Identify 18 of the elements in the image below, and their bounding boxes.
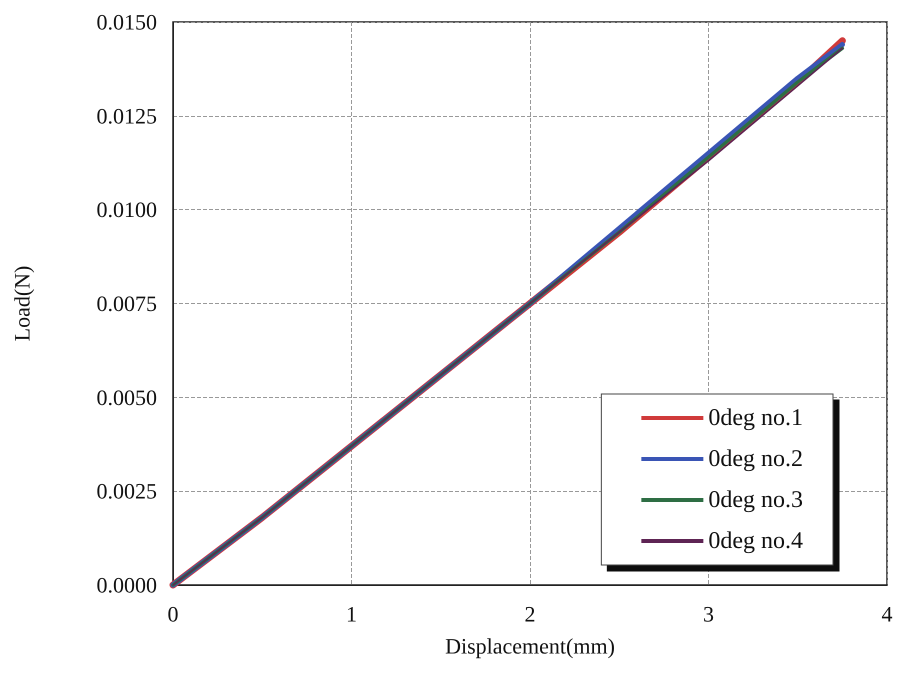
x-tick-label: 0: [168, 602, 178, 626]
y-tick-label: 0.0150: [96, 10, 157, 34]
y-tick-label: 0.0000: [96, 572, 157, 598]
legend-label: 0deg no.3: [708, 487, 804, 513]
y-tick-label: 0.0075: [96, 291, 157, 316]
y-axis-title: Load(N): [10, 266, 34, 342]
y-tick-label: 0.0100: [96, 197, 157, 222]
y-tick-label: 0.0025: [96, 478, 157, 504]
legend-label: 0deg no.2: [708, 446, 804, 472]
x-axis-title: Displacement(mm): [445, 634, 615, 658]
legend-label: 0deg no.1: [708, 405, 804, 431]
x-tick-label: 2: [524, 602, 536, 626]
legend-label: 0deg no.4: [708, 528, 804, 554]
y-tick-label: 0.0050: [96, 384, 157, 410]
x-tick-label: 4: [882, 602, 892, 626]
x-tick-label: 1: [346, 602, 357, 626]
x-tick-label: 3: [703, 602, 714, 626]
y-tick-label: 0.0125: [96, 103, 157, 128]
